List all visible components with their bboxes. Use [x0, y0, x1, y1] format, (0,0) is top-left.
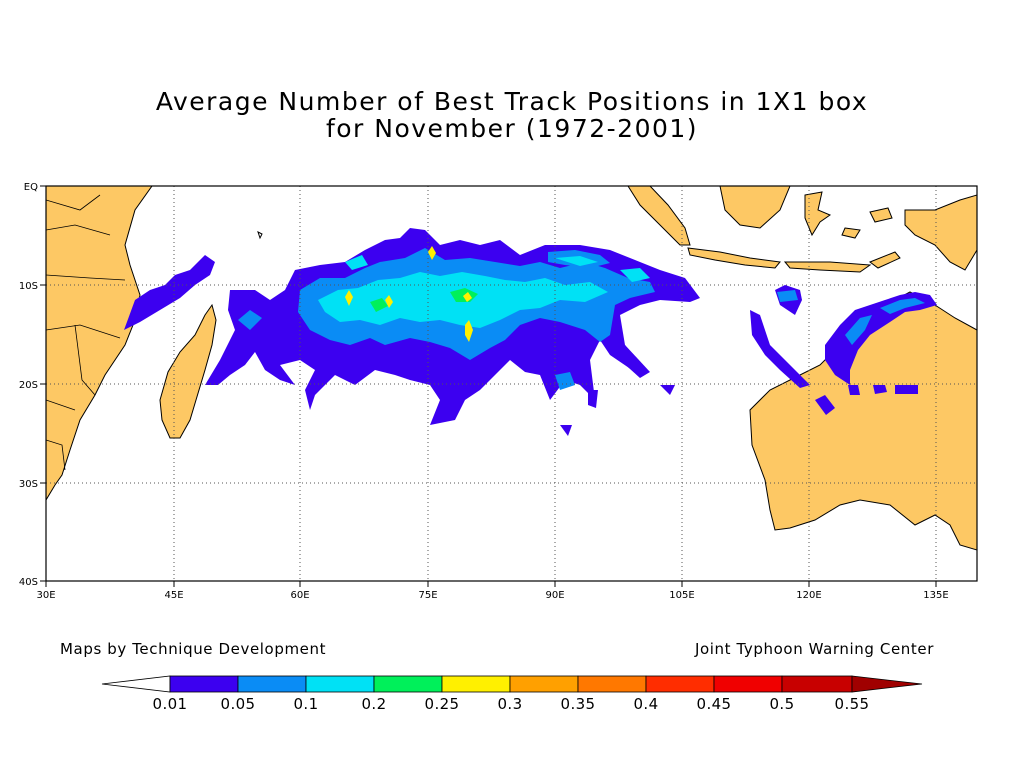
lon-label-45e: 45E	[164, 590, 183, 601]
colorbar-label: 0.1	[293, 695, 319, 713]
colorbar-box	[577, 675, 647, 693]
africa-land	[46, 186, 153, 501]
lat-label-20s: 20S	[19, 380, 38, 391]
colorbar-label: 0.25	[424, 695, 460, 713]
colorbar-box	[237, 675, 307, 693]
colorbar-box	[373, 675, 443, 693]
lat-label-10s: 10S	[19, 281, 38, 292]
axis-ticks	[40, 185, 937, 587]
colorbar-label: 0.55	[834, 695, 870, 713]
lon-label-30e: 30E	[36, 590, 55, 601]
colorbar-box	[509, 675, 579, 693]
credit-left: Maps by Technique Development	[60, 640, 327, 658]
java-land	[687, 247, 781, 269]
density-level-0.25	[345, 246, 473, 342]
timor-island	[868, 251, 901, 269]
lon-label-135e: 135E	[923, 590, 948, 601]
lat-label-30s: 30S	[19, 479, 38, 490]
colorbar-box	[169, 675, 239, 693]
new-guinea-land	[904, 194, 977, 271]
colorbar-high-arrow	[851, 675, 923, 693]
sri-lanka-island	[257, 231, 263, 240]
madagascar-land	[159, 303, 217, 439]
colorbar-label: 0.4	[633, 695, 659, 713]
colorbar	[101, 675, 923, 693]
colorbar-label: 0.05	[220, 695, 256, 713]
colorbar-box	[781, 675, 853, 693]
lon-label-120e: 120E	[796, 590, 821, 601]
moluccas-islands	[841, 207, 893, 239]
colorbar-box	[713, 675, 783, 693]
lat-label-40s: 40S	[19, 577, 38, 588]
credit-right: Joint Typhoon Warning Center	[694, 640, 934, 658]
colorbar-label: 0.01	[152, 695, 188, 713]
lon-label-90e: 90E	[545, 590, 564, 601]
lat-label-eq: EQ	[24, 182, 38, 193]
sumatra-land	[627, 186, 691, 246]
colorbar-label: 0.45	[696, 695, 732, 713]
lon-label-105e: 105E	[669, 590, 694, 601]
colorbar-label: 0.5	[769, 695, 795, 713]
colorbar-box	[441, 675, 511, 693]
lon-label-60e: 60E	[290, 590, 309, 601]
lesser-sunda-islands	[783, 261, 872, 273]
colorbar-box	[305, 675, 375, 693]
colorbar-low-arrow	[101, 675, 171, 693]
map-title-line-1: Average Number of Best Track Positions i…	[155, 87, 869, 116]
colorbar-label: 0.2	[361, 695, 387, 713]
lon-label-75e: 75E	[418, 590, 437, 601]
colorbar-box	[645, 675, 715, 693]
borneo-land	[719, 186, 791, 229]
map-title-line-2: for November (1972-2001)	[325, 114, 699, 143]
colorbar-label: 0.3	[497, 695, 523, 713]
colorbar-label: 0.35	[560, 695, 596, 713]
sulawesi-land	[804, 191, 832, 237]
country-borders	[46, 194, 126, 471]
